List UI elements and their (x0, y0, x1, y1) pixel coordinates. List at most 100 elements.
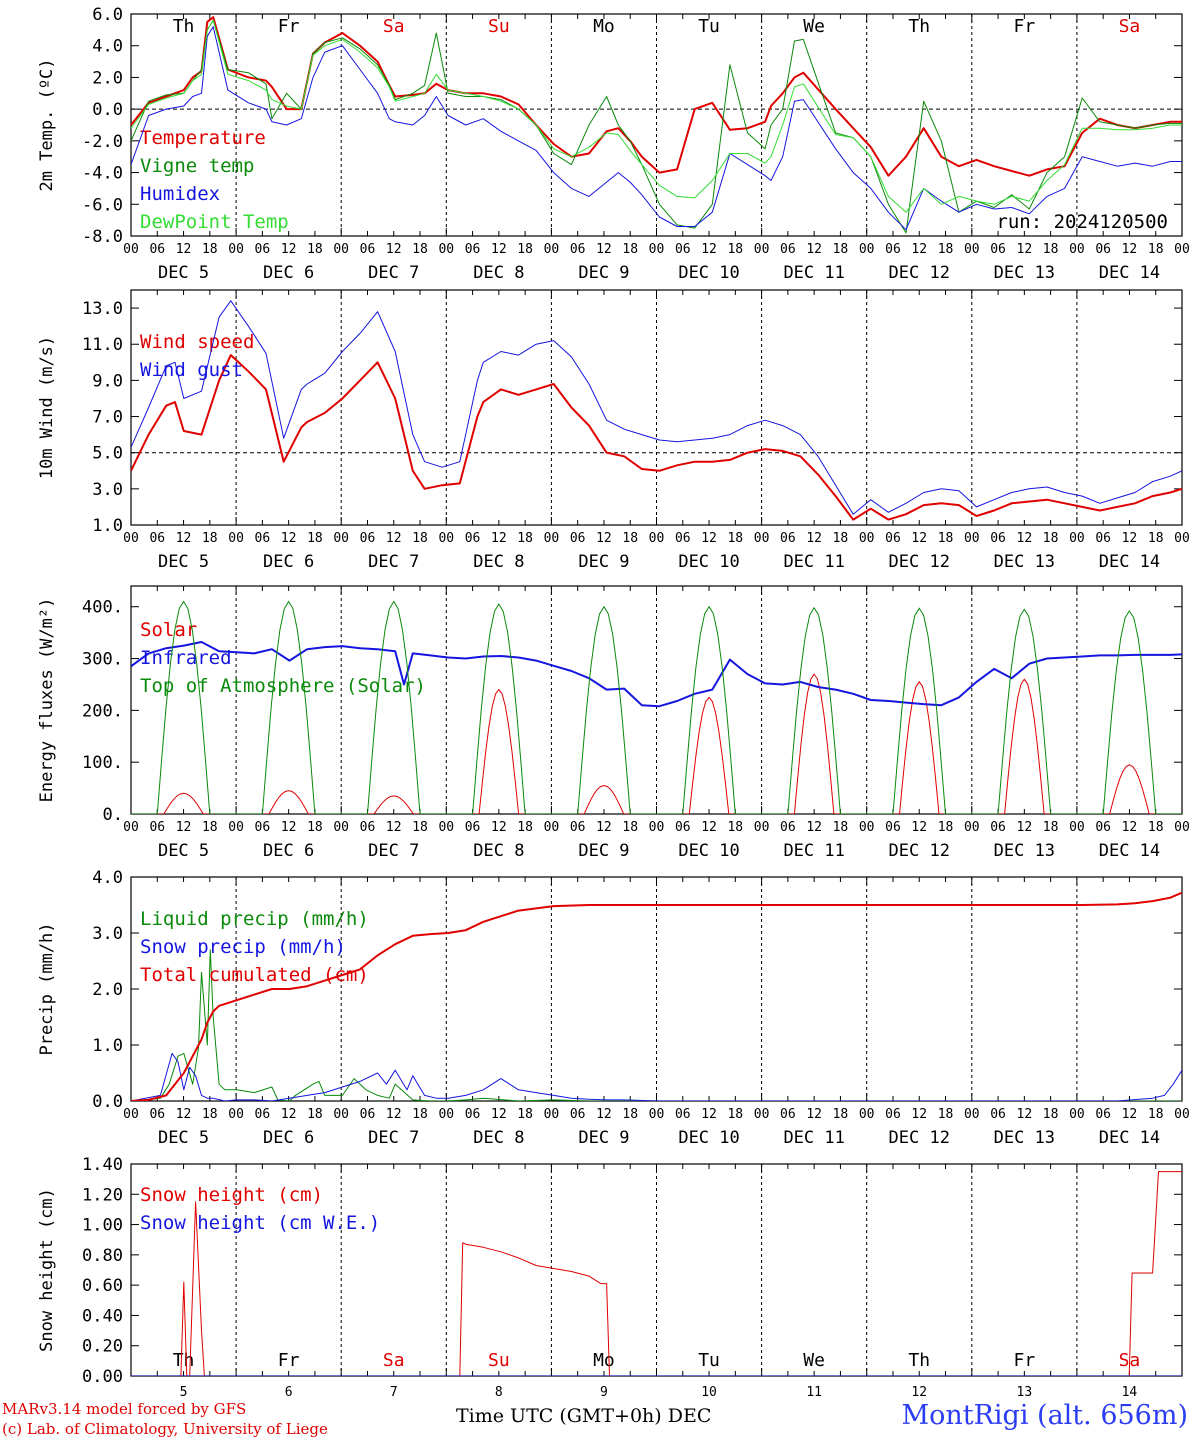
date-label: DEC 10 (678, 1128, 739, 1148)
hour-tick-label: 00 (123, 820, 139, 835)
y-tick-label: 1.20 (82, 1185, 123, 1205)
hour-tick-label: 18 (622, 1107, 638, 1122)
day-number-label: 10 (701, 1385, 717, 1400)
day-number-label: 7 (390, 1385, 398, 1400)
date-label: DEC 14 (1099, 263, 1160, 283)
weekday-label: Sa (383, 1350, 405, 1371)
date-label: DEC 14 (1099, 552, 1160, 572)
y-tick-label: 0.60 (82, 1276, 123, 1296)
hour-tick-label: 18 (1043, 820, 1059, 835)
legend-temperature: Temperature (140, 127, 266, 149)
y-tick-label: 2.0 (92, 980, 123, 1000)
hour-tick-label: 18 (622, 242, 638, 257)
weekday-label: Th (908, 16, 930, 37)
y-axis-label: Precip (mm/h) (37, 922, 57, 1055)
hour-tick-label: 06 (149, 820, 165, 835)
hour-tick-label: 12 (1122, 242, 1138, 257)
y-tick-label: 0. (103, 805, 123, 825)
weekday-label: Fr (1014, 1350, 1036, 1371)
hour-tick-label: 18 (727, 531, 743, 546)
hour-tick-label: 12 (176, 531, 192, 546)
hour-tick-label: 12 (386, 531, 402, 546)
hour-tick-label: 12 (806, 820, 822, 835)
date-label: DEC 9 (578, 841, 629, 861)
weekday-label: Fr (278, 16, 300, 37)
series-dewpoint-temp-line (131, 19, 1182, 213)
series-total-cumulated-cm--line (131, 891, 1182, 1101)
weekday-label: Tu (698, 1350, 720, 1371)
hour-tick-label: 12 (491, 1107, 507, 1122)
hour-tick-label: 12 (1122, 820, 1138, 835)
y-tick-label: 400. (82, 598, 123, 618)
station-name: MontRigi (alt. 656m) (901, 1400, 1188, 1431)
date-label: DEC 6 (263, 1128, 314, 1148)
hour-tick-label: 12 (176, 1107, 192, 1122)
hour-tick-label: 18 (307, 1107, 323, 1122)
legend-liquid-precip-mm-h-: Liquid precip (mm/h) (140, 908, 369, 930)
date-label: DEC 7 (368, 1128, 419, 1148)
hour-tick-label: 00 (754, 242, 770, 257)
hour-tick-label: 12 (281, 531, 297, 546)
hour-tick-label: 18 (938, 1107, 954, 1122)
hour-tick-label: 06 (990, 531, 1006, 546)
date-label: DEC 6 (263, 263, 314, 283)
hour-tick-label: 12 (911, 820, 927, 835)
hour-tick-label: 00 (1069, 1107, 1085, 1122)
hour-tick-label: 06 (465, 820, 481, 835)
hour-tick-label: 06 (570, 820, 586, 835)
y-tick-label: 0.80 (82, 1246, 123, 1266)
date-label: DEC 7 (368, 552, 419, 572)
hour-tick-label: 06 (780, 531, 796, 546)
lab-credit: (c) Lab. of Climatology, University of L… (2, 1420, 328, 1438)
y-tick-label: 3.0 (92, 480, 123, 500)
date-label: DEC 8 (473, 841, 524, 861)
hour-tick-label: 12 (1017, 531, 1033, 546)
date-label: DEC 8 (473, 263, 524, 283)
date-label: DEC 5 (158, 1128, 209, 1148)
hour-tick-label: 12 (176, 820, 192, 835)
weekday-label: Su (488, 1350, 510, 1371)
y-axis-label: 2m Temp. (ºC) (37, 58, 57, 191)
hour-tick-label: 06 (255, 1107, 271, 1122)
hour-tick-label: 12 (491, 531, 507, 546)
y-tick-label: 0.20 (82, 1337, 123, 1357)
y-tick-label: 1.0 (92, 516, 123, 536)
hour-tick-label: 12 (1017, 242, 1033, 257)
hour-tick-label: 12 (596, 531, 612, 546)
hour-tick-label: 00 (333, 242, 349, 257)
date-label: DEC 12 (889, 1128, 950, 1148)
hour-tick-label: 18 (517, 1107, 533, 1122)
y-tick-label: 0.0 (92, 100, 123, 120)
date-label: DEC 13 (994, 263, 1055, 283)
hour-tick-label: 18 (727, 820, 743, 835)
y-axis-label: Snow height (cm) (37, 1188, 57, 1352)
date-label: DEC 9 (578, 263, 629, 283)
weekday-label: Mo (593, 1350, 615, 1371)
date-label: DEC 5 (158, 841, 209, 861)
weekday-label: Th (908, 1350, 930, 1371)
series-snow-height-cm--line (131, 1171, 1182, 1376)
hour-tick-label: 18 (833, 242, 849, 257)
legend-top-of-atmosphere-solar-: Top of Atmosphere (Solar) (140, 675, 426, 697)
series-humidex-line (131, 26, 1182, 231)
y-tick-label: 4.0 (92, 37, 123, 57)
weekday-label: Fr (1014, 16, 1036, 37)
hour-tick-label: 06 (360, 531, 376, 546)
hour-tick-label: 00 (333, 820, 349, 835)
hour-tick-label: 06 (465, 1107, 481, 1122)
panel-2: 13.0 11.0 9.0 7.0 5.0 3.0 1.0 10m Wind (m/s) 00 0… (37, 289, 1190, 572)
hour-tick-label: 00 (754, 820, 770, 835)
hour-tick-label: 18 (202, 531, 218, 546)
hour-tick-label: 00 (438, 531, 454, 546)
legend-infrared: Infrared (140, 647, 232, 669)
legend-humidex: Humidex (140, 183, 220, 205)
day-number-label: 5 (180, 1385, 188, 1400)
hour-tick-label: 00 (333, 531, 349, 546)
date-label: DEC 13 (994, 552, 1055, 572)
date-label: DEC 14 (1099, 1128, 1160, 1148)
weekday-label: Tu (698, 16, 720, 37)
y-tick-label: 11.0 (82, 335, 123, 355)
legend-snow-precip-mm-h-: Snow precip (mm/h) (140, 936, 346, 958)
y-tick-label: -4.0 (82, 164, 123, 184)
